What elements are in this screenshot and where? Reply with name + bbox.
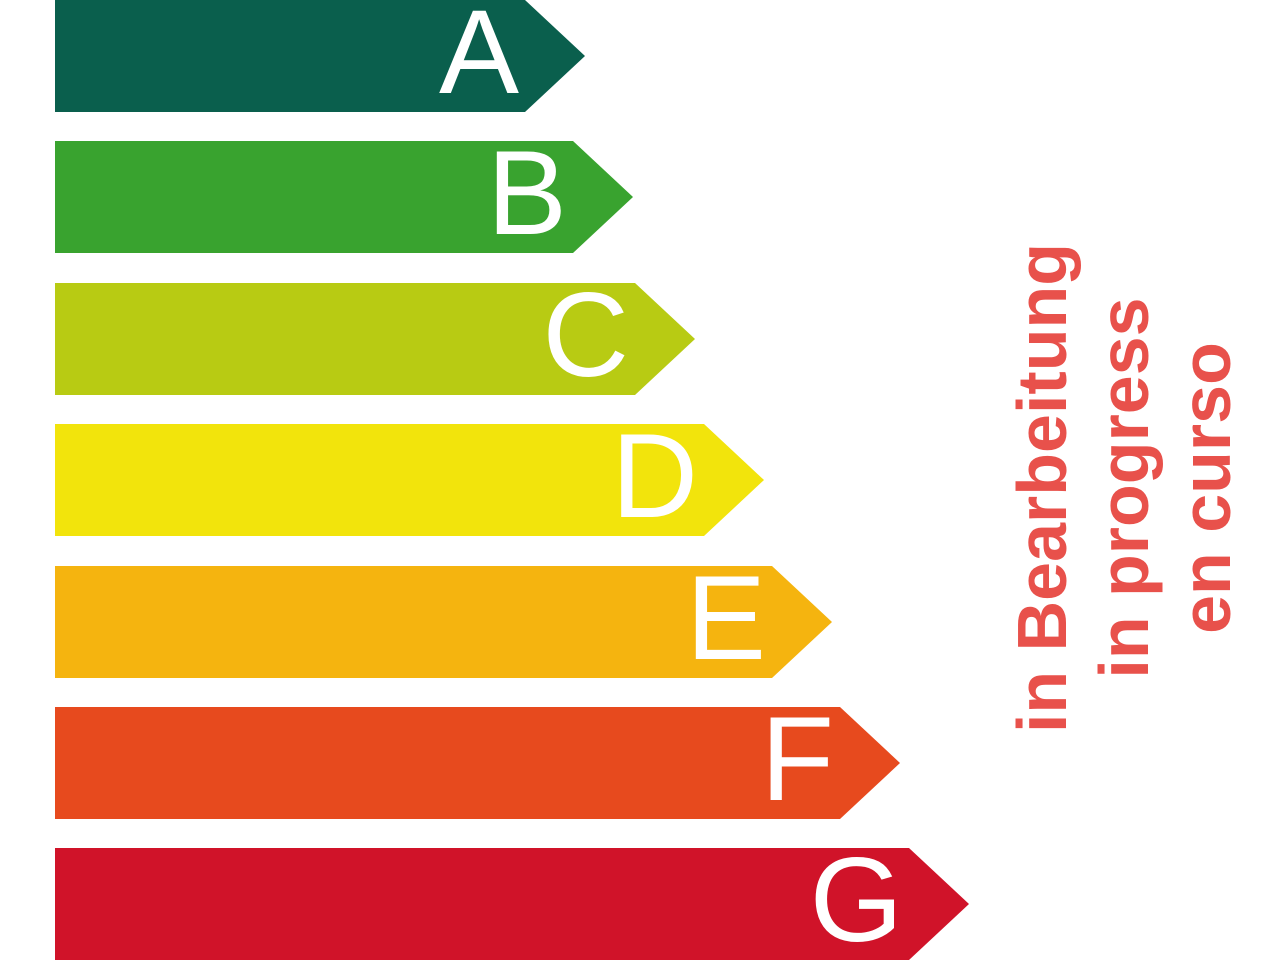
stamp-line-spanish: en curso [1167, 342, 1245, 634]
rating-letter-e: E [685, 551, 766, 685]
rating-bar-f: F [55, 707, 900, 819]
rating-bar-c: C [55, 283, 695, 395]
rating-bar-a: A [55, 0, 585, 112]
stamp-line-german: in Bearbeitung [1003, 242, 1081, 734]
rating-bar-e: E [55, 566, 832, 678]
stamp-line-english: in progress [1085, 297, 1163, 679]
rating-letter-b: B [486, 126, 567, 260]
rating-bar-d: D [55, 424, 764, 536]
rating-letter-f: F [760, 692, 834, 826]
rating-bar-g: G [55, 848, 969, 960]
rating-letter-a: A [438, 0, 519, 119]
rating-bar-b: B [55, 141, 633, 253]
rating-letter-c: C [542, 268, 629, 402]
status-stamp: in Bearbeitung in progress en curso [1001, 238, 1247, 738]
rating-letter-g: G [809, 833, 903, 960]
rating-letter-d: D [611, 409, 698, 543]
